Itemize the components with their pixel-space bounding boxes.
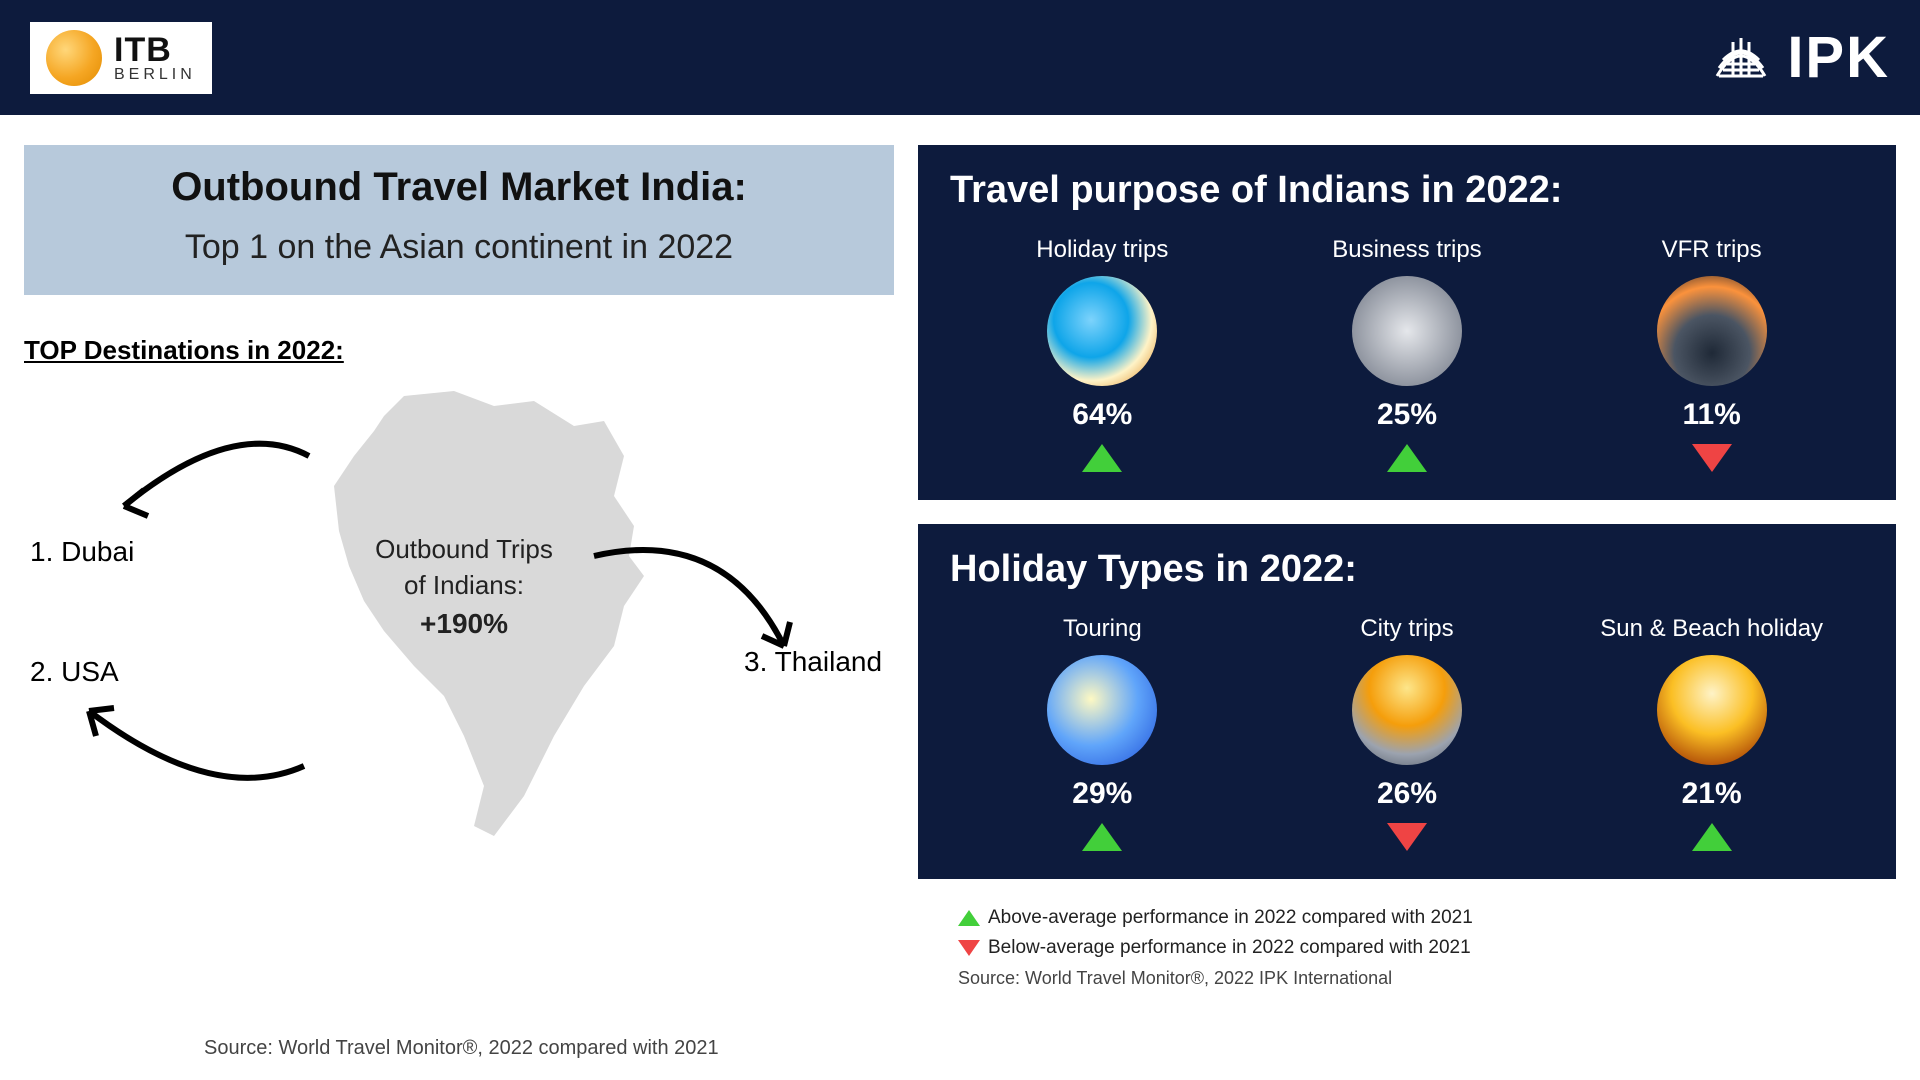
business-icon (1352, 276, 1462, 386)
legend-up-text: Above-average performance in 2022 compar… (988, 907, 1473, 928)
metric-value: 25% (1377, 398, 1437, 432)
title-main: Outbound Travel Market India: (52, 165, 866, 210)
city-icon (1352, 655, 1462, 765)
itb-sub-text: BERLIN (114, 67, 196, 83)
trend-down-icon (1692, 444, 1732, 472)
trend-up-icon (1082, 444, 1122, 472)
trend-up-icon (1692, 823, 1732, 851)
sun-beach-icon (1657, 655, 1767, 765)
metric-value: 26% (1377, 777, 1437, 811)
map-center-text: Outbound Trips of Indians: +190% (334, 531, 594, 643)
metric-label: Touring (1063, 615, 1142, 643)
itb-main-text: ITB (114, 33, 196, 67)
map-center-stat: +190% (334, 604, 594, 643)
metric-label: Business trips (1332, 236, 1481, 264)
holiday-touring: Touring 29% (972, 615, 1232, 851)
ipk-logo: IPK (1709, 24, 1890, 91)
destination-thailand: 3. Thailand (744, 646, 882, 678)
purpose-vfr: VFR trips 11% (1582, 236, 1842, 472)
metric-label: Holiday trips (1036, 236, 1168, 264)
legend-source-text: Source: World Travel Monitor®, 2022 IPK … (958, 964, 1896, 993)
legend-block: Above-average performance in 2022 compar… (918, 903, 1896, 993)
holiday-types-title: Holiday Types in 2022: (950, 548, 1864, 591)
travel-purpose-card: Travel purpose of Indians in 2022: Holid… (918, 145, 1896, 500)
ipk-text: IPK (1787, 24, 1890, 91)
map-area: Outbound Trips of Indians: +190% 1. Duba… (24, 376, 894, 1070)
main-layout: Outbound Travel Market India: Top 1 on t… (0, 115, 1920, 1080)
destination-usa: 2. USA (30, 656, 119, 688)
beach-icon (1047, 276, 1157, 386)
purpose-holiday: Holiday trips 64% (972, 236, 1232, 472)
legend-down-row: Below-average performance in 2022 compar… (958, 933, 1896, 963)
top-destinations-heading: TOP Destinations in 2022: (24, 335, 894, 366)
touring-icon (1047, 655, 1157, 765)
trend-down-icon (1387, 823, 1427, 851)
legend-up-row: Above-average performance in 2022 compar… (958, 903, 1896, 933)
purpose-business: Business trips 25% (1277, 236, 1537, 472)
map-center-line2: of Indians: (334, 567, 594, 603)
trend-down-icon (958, 940, 980, 956)
trend-up-icon (1082, 823, 1122, 851)
legend-down-text: Below-average performance in 2022 compar… (988, 937, 1471, 958)
right-panel: Travel purpose of Indians in 2022: Holid… (918, 145, 1896, 1070)
metric-label: City trips (1360, 615, 1453, 643)
metric-label: VFR trips (1662, 236, 1762, 264)
title-sub: Top 1 on the Asian continent in 2022 (52, 228, 866, 267)
trend-up-icon (958, 910, 980, 926)
left-source-text: Source: World Travel Monitor®, 2022 comp… (204, 1037, 719, 1060)
family-icon (1657, 276, 1767, 386)
metric-value: 29% (1072, 777, 1132, 811)
metric-value: 11% (1682, 398, 1740, 432)
holiday-types-card: Holiday Types in 2022: Touring 29% City … (918, 524, 1896, 879)
metric-value: 21% (1682, 777, 1742, 811)
map-center-line1: Outbound Trips (334, 531, 594, 567)
holiday-sunbeach: Sun & Beach holiday 21% (1582, 615, 1842, 851)
destination-dubai: 1. Dubai (30, 536, 134, 568)
globe-icon (46, 30, 102, 86)
title-block: Outbound Travel Market India: Top 1 on t… (24, 145, 894, 295)
holiday-city: City trips 26% (1277, 615, 1537, 851)
metric-value: 64% (1072, 398, 1132, 432)
metric-label: Sun & Beach holiday (1600, 615, 1823, 643)
ipk-globe-icon (1709, 26, 1773, 90)
itb-logo: ITB BERLIN (30, 22, 212, 94)
header-bar: ITB BERLIN IPK (0, 0, 1920, 115)
trend-up-icon (1387, 444, 1427, 472)
left-panel: Outbound Travel Market India: Top 1 on t… (24, 145, 894, 1070)
travel-purpose-title: Travel purpose of Indians in 2022: (950, 169, 1864, 212)
